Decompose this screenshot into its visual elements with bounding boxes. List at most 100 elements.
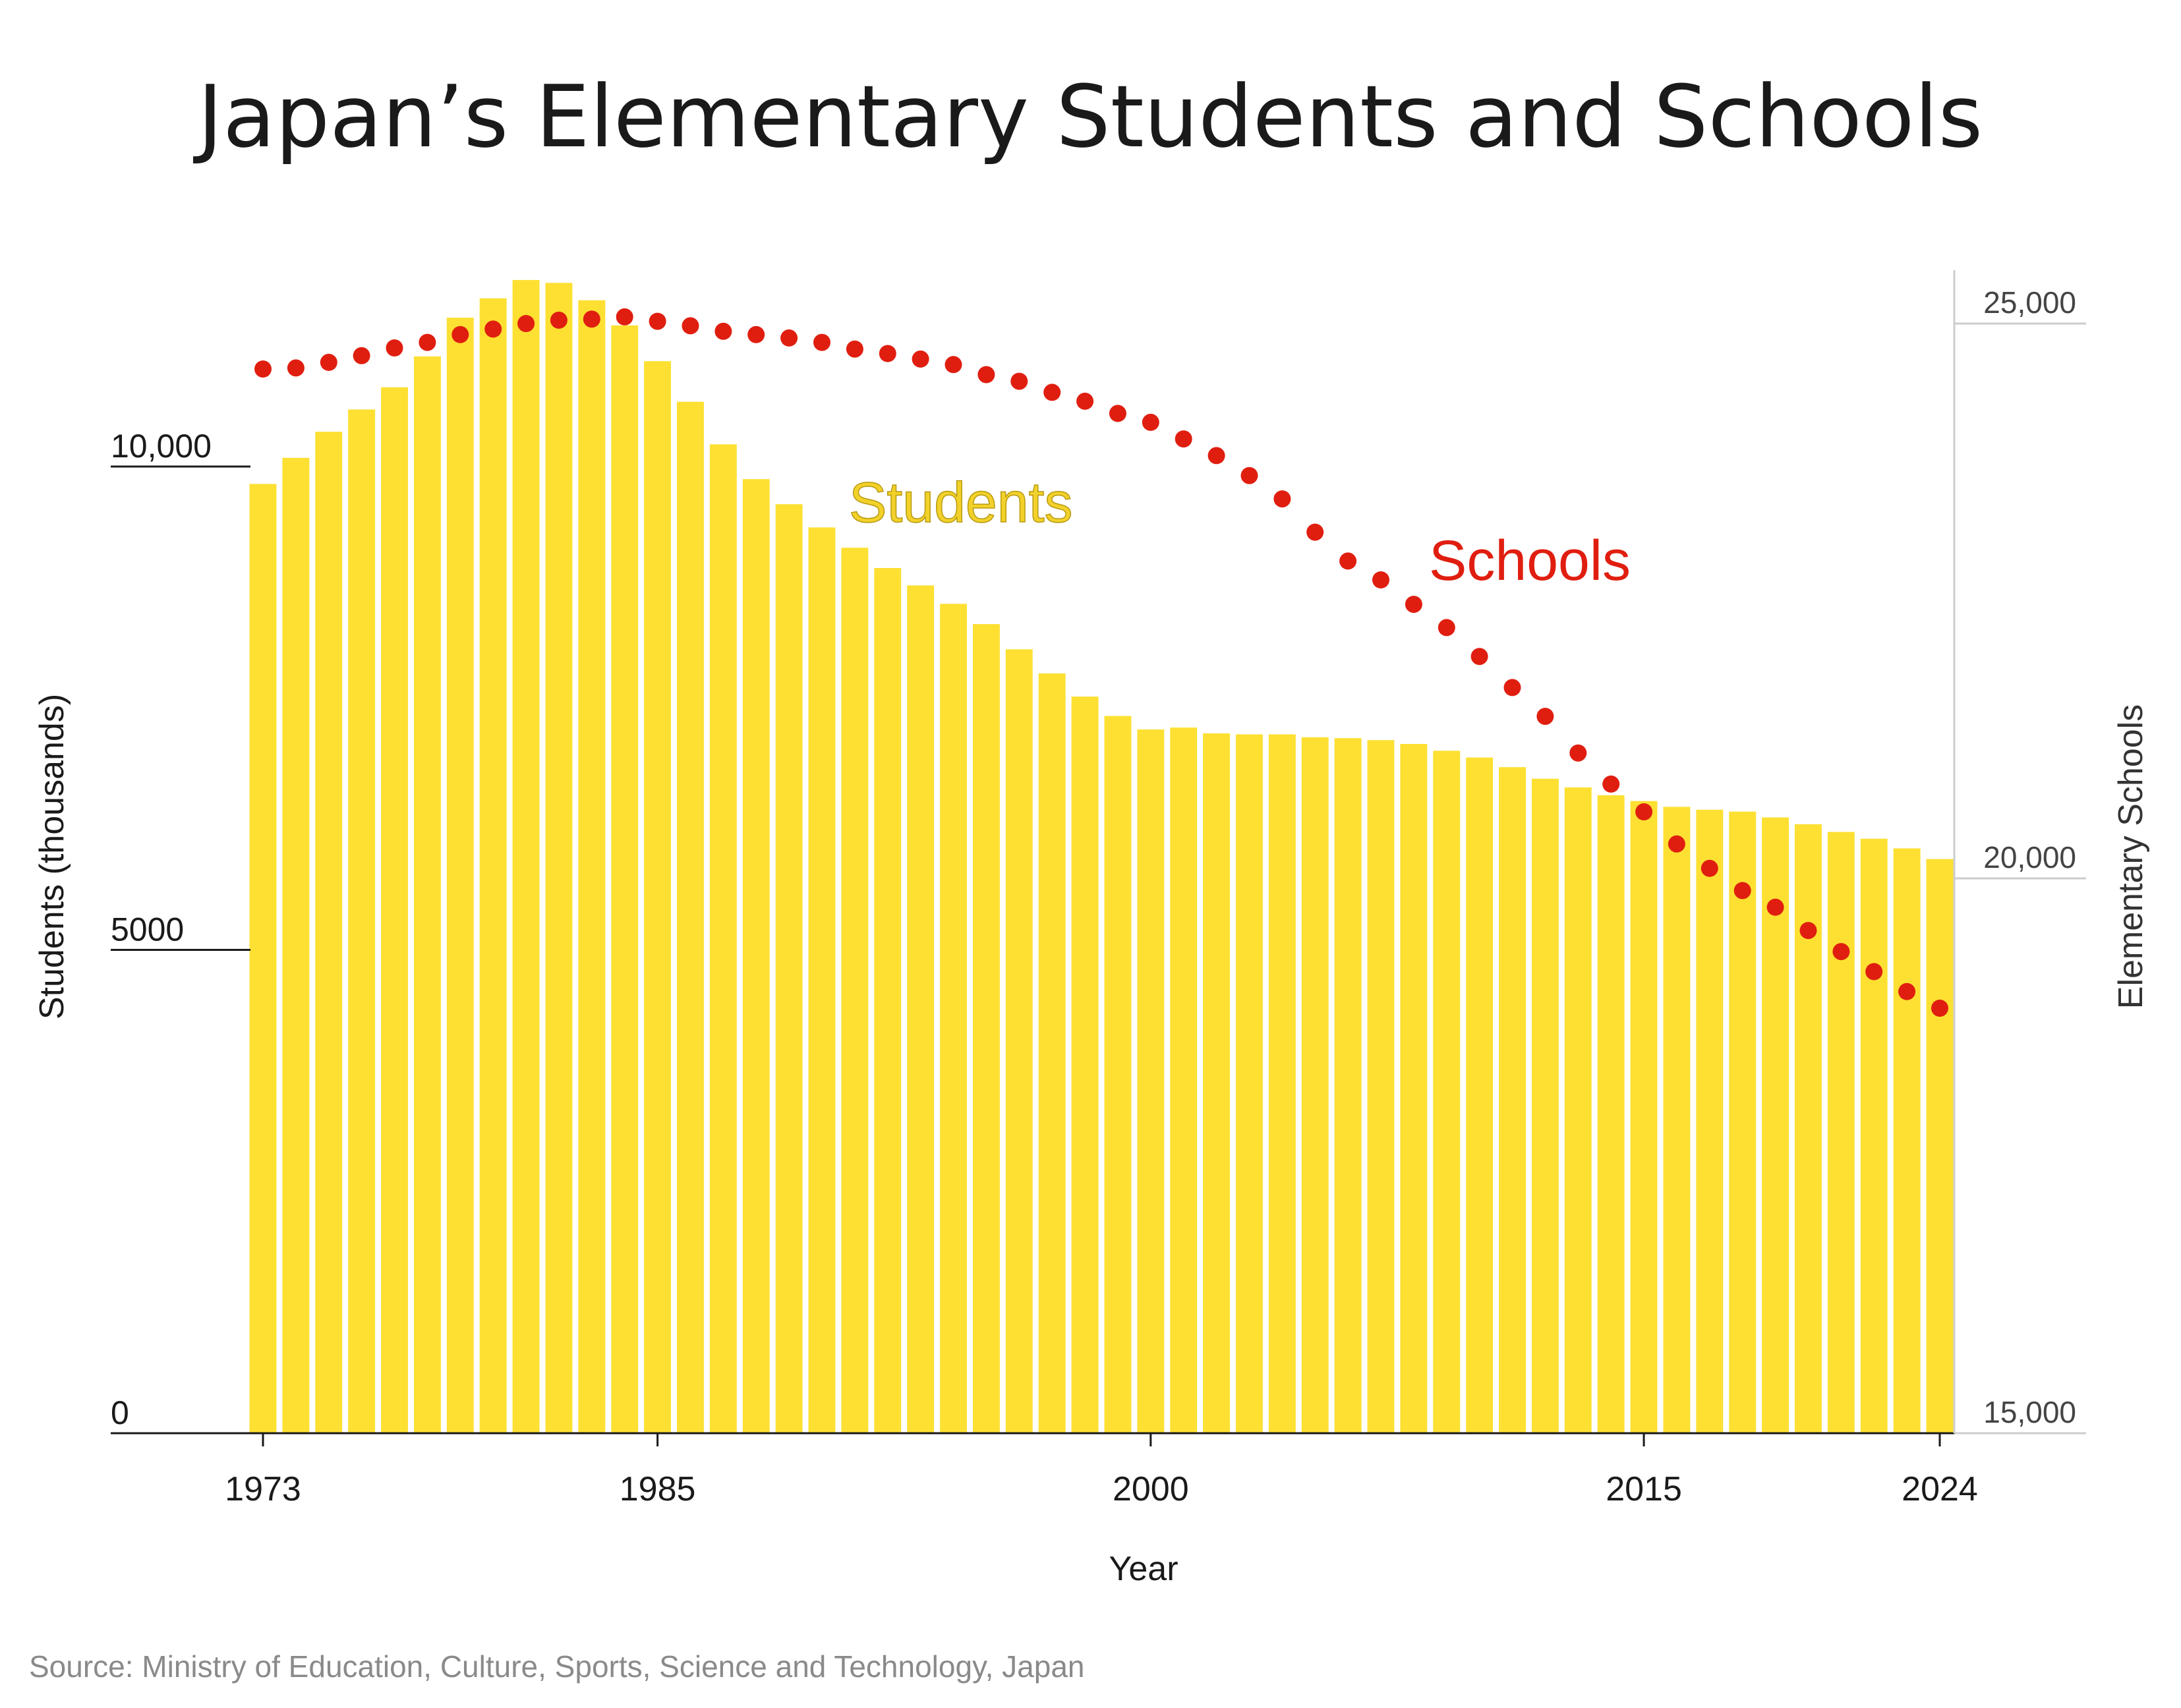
school-dot	[1799, 922, 1817, 940]
student-bar	[1630, 801, 1658, 1433]
left-tick-label: 5000	[111, 911, 184, 948]
student-bar	[1827, 832, 1855, 1433]
school-dots	[254, 308, 1948, 1017]
student-bar	[1532, 778, 1559, 1433]
school-dot	[1109, 405, 1126, 422]
school-dot	[846, 340, 863, 358]
school-dot	[1733, 882, 1751, 899]
school-dot	[879, 345, 896, 362]
student-bar	[446, 318, 474, 1434]
schools-series-label: Schools	[1429, 529, 1631, 592]
student-bar	[973, 624, 1000, 1433]
student-bar	[1137, 729, 1165, 1433]
student-bar	[1236, 734, 1263, 1433]
x-tick-label: 1985	[620, 1470, 696, 1508]
school-dot	[1076, 392, 1094, 410]
school-dot	[682, 317, 699, 335]
right-tick-label: 20,000	[1983, 840, 2076, 874]
y-axis-title: Students (thousands)	[33, 694, 71, 1019]
school-dot	[320, 353, 337, 371]
student-bar	[1400, 744, 1428, 1433]
school-dot	[386, 339, 403, 356]
school-dot	[419, 333, 436, 351]
school-dot	[517, 315, 535, 332]
school-dot	[353, 347, 370, 364]
school-dot	[1470, 648, 1488, 666]
student-bar	[775, 504, 803, 1434]
school-dot	[1207, 447, 1225, 465]
school-dot	[1668, 835, 1685, 853]
student-bar	[1367, 740, 1395, 1433]
x-ticks: 1973 1985 2000 2015 2024	[225, 1433, 1978, 1508]
student-bar	[1203, 733, 1230, 1433]
left-tick-label: 10,000	[111, 428, 212, 465]
student-bar	[414, 356, 441, 1433]
chart-title: Japan’s Elementary Students and Schools	[193, 67, 1983, 167]
school-dot	[1372, 571, 1389, 588]
student-bar	[1564, 787, 1592, 1433]
student-bar	[545, 283, 573, 1433]
student-bar	[1663, 807, 1691, 1433]
student-bar	[677, 401, 704, 1434]
school-dot	[1898, 982, 1916, 1000]
student-bar	[1762, 817, 1789, 1433]
student-bar	[940, 604, 967, 1433]
x-tick-label: 2000	[1113, 1470, 1189, 1508]
school-dot	[583, 310, 600, 328]
student-bar	[479, 298, 507, 1434]
school-dot	[747, 326, 765, 343]
student-bar	[1926, 859, 1954, 1433]
school-dot	[1175, 430, 1192, 448]
school-dot	[1701, 859, 1718, 877]
school-dot	[1635, 803, 1653, 820]
student-bar	[282, 457, 310, 1433]
school-dot	[1602, 775, 1620, 793]
student-bar	[1795, 824, 1822, 1433]
school-dot	[616, 308, 633, 326]
student-bar	[1499, 767, 1526, 1433]
school-dot	[1503, 679, 1521, 697]
school-dot	[1306, 523, 1324, 541]
left-tick-label: 0	[111, 1394, 129, 1431]
school-dot	[1931, 1000, 1948, 1017]
right-y-ticks: 15,000 20,000 25,000	[1954, 285, 2086, 1435]
school-dot	[912, 350, 929, 368]
school-dot	[1569, 744, 1587, 762]
x-axis-title: Year	[1109, 1550, 1178, 1588]
school-dot	[550, 311, 567, 329]
student-bar	[1860, 838, 1888, 1433]
student-bar	[315, 432, 343, 1434]
school-dot	[254, 360, 272, 378]
school-dot	[1142, 413, 1159, 431]
student-bar	[1597, 795, 1625, 1433]
student-bar	[611, 325, 639, 1433]
student-bar	[742, 479, 770, 1433]
right-tick-label: 25,000	[1983, 285, 2076, 320]
y2-axis-title: Elementary Schools	[2112, 704, 2150, 1009]
student-bar	[1038, 673, 1066, 1433]
student-bar	[841, 548, 869, 1434]
school-dot	[780, 329, 798, 347]
student-bar	[808, 527, 836, 1433]
student-bar	[907, 585, 935, 1433]
student-bar	[1005, 649, 1033, 1433]
school-dot	[287, 359, 305, 377]
school-dot	[1766, 898, 1784, 916]
school-dot	[1405, 596, 1422, 613]
student-bar	[1696, 809, 1724, 1433]
student-bar	[381, 387, 408, 1434]
x-tick-label: 1973	[225, 1470, 301, 1508]
student-bar	[1268, 734, 1296, 1433]
school-dot	[1865, 963, 1883, 981]
school-dot	[1043, 384, 1061, 401]
school-dot	[1339, 552, 1357, 570]
x-tick-label: 2024	[1902, 1470, 1978, 1508]
student-bar	[1170, 727, 1198, 1433]
students-series-label: Students	[849, 471, 1072, 534]
school-dot	[1438, 619, 1455, 637]
school-dot	[714, 322, 732, 340]
student-bar	[644, 361, 671, 1433]
student-bar	[249, 484, 277, 1433]
student-bar	[1729, 811, 1757, 1433]
